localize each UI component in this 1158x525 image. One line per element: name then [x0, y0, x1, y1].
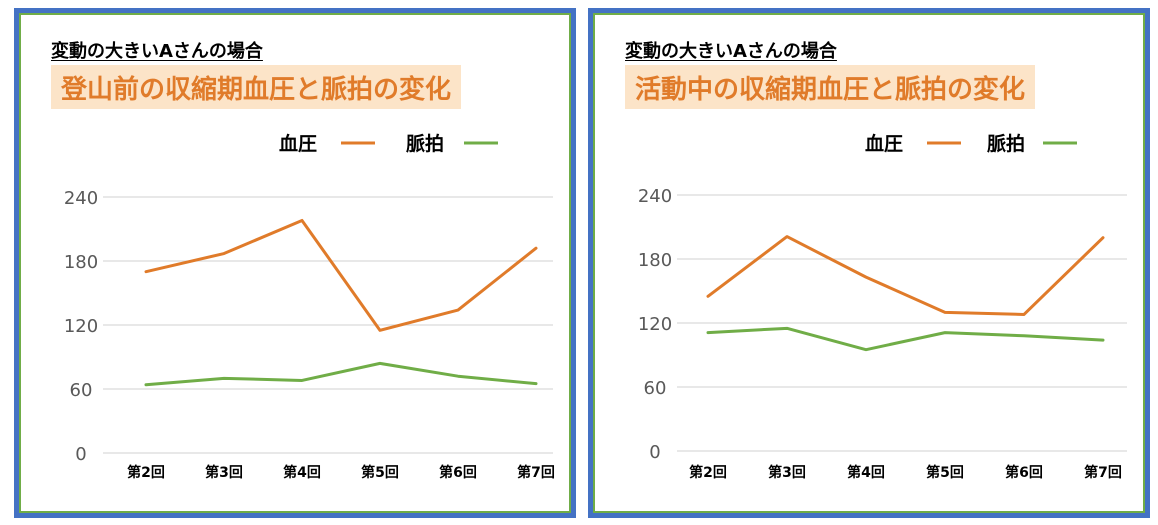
series-line-pulse — [144, 361, 538, 387]
legend-label: 脈拍 — [406, 132, 444, 155]
y-tick-label: 60 — [70, 380, 93, 401]
data-point — [786, 235, 789, 238]
y-tick-label: 180 — [64, 252, 98, 273]
x-tick-label: 第3回 — [205, 464, 243, 481]
chart-title: 活動中の収縮期血圧と脈拍の変化 — [625, 65, 1036, 109]
data-point — [145, 270, 148, 273]
data-point — [865, 276, 868, 279]
data-point — [944, 331, 947, 334]
x-tick-label: 第6回 — [439, 464, 477, 481]
data-point — [1102, 339, 1105, 342]
x-tick-label: 第7回 — [517, 464, 555, 481]
y-tick-label: 0 — [75, 444, 86, 465]
series-line-pulse — [706, 326, 1105, 352]
x-tick-label: 第5回 — [361, 464, 399, 481]
data-point — [1023, 313, 1026, 316]
chart-panel-right: 変動の大きいAさんの場合 活動中の収縮期血圧と脈拍の変化 240 180 120 60… — [588, 8, 1150, 518]
series-line-blood-pressure — [144, 218, 538, 332]
data-point — [535, 247, 538, 250]
data-point — [944, 311, 947, 314]
data-point — [145, 383, 148, 386]
chart-panel-left: 変動の大きいAさんの場合 登山前の収縮期血圧と脈拍の変化 240 180 120 60… — [14, 8, 576, 518]
chart-subtitle: 変動の大きいAさんの場合 — [625, 41, 837, 62]
x-tick-label: 第6回 — [1005, 464, 1043, 481]
chart-card-left: 変動の大きいAさんの場合 登山前の収縮期血圧と脈拍の変化 240 180 120 60… — [19, 13, 571, 513]
y-tick-label: 240 — [638, 186, 672, 207]
data-point — [223, 252, 226, 255]
data-point — [786, 327, 789, 330]
data-point — [535, 382, 538, 385]
chart-title: 登山前の収縮期血圧と脈拍の変化 — [51, 65, 462, 109]
data-point — [865, 348, 868, 351]
legend-label: 脈拍 — [987, 132, 1025, 155]
data-point — [223, 377, 226, 380]
data-point — [379, 329, 382, 332]
y-tick-label: 120 — [638, 314, 672, 335]
x-tick-label: 第4回 — [847, 464, 885, 481]
y-tick-label: 0 — [649, 442, 660, 463]
chart-subtitle: 変動の大きいAさんの場合 — [51, 41, 263, 62]
chart-card-right: 変動の大きいAさんの場合 活動中の収縮期血圧と脈拍の変化 240 180 120 60… — [593, 13, 1145, 513]
x-tick-label: 第7回 — [1084, 464, 1122, 481]
legend-label: 血圧 — [279, 132, 317, 155]
data-point — [457, 309, 460, 312]
x-tick-label: 第3回 — [768, 464, 806, 481]
data-point — [707, 331, 710, 334]
x-tick-label: 第2回 — [127, 464, 165, 481]
line-chart-right: 240 180 120 60 0 第2回 第3回 第4回 第5回 第6回 第7回 血圧 脈拍 — [638, 132, 1127, 481]
x-tick-label: 第4回 — [283, 464, 321, 481]
data-point — [301, 379, 304, 382]
y-tick-label: 240 — [64, 188, 98, 209]
line-chart-left: 240 180 120 60 0 第2回 第3回 第4回 第5回 第6回 第7回 血圧 脈拍 — [64, 132, 555, 481]
x-tick-label: 第5回 — [926, 464, 964, 481]
data-point — [379, 362, 382, 365]
legend-label: 血圧 — [865, 132, 903, 155]
x-tick-label: 第2回 — [689, 464, 727, 481]
series-line-blood-pressure — [706, 235, 1105, 316]
data-point — [1023, 334, 1026, 337]
y-tick-label: 120 — [64, 316, 98, 337]
data-point — [301, 219, 304, 222]
data-point — [707, 295, 710, 298]
data-point — [1102, 236, 1105, 239]
y-tick-label: 60 — [644, 378, 667, 399]
y-tick-label: 180 — [638, 250, 672, 271]
data-point — [457, 375, 460, 378]
